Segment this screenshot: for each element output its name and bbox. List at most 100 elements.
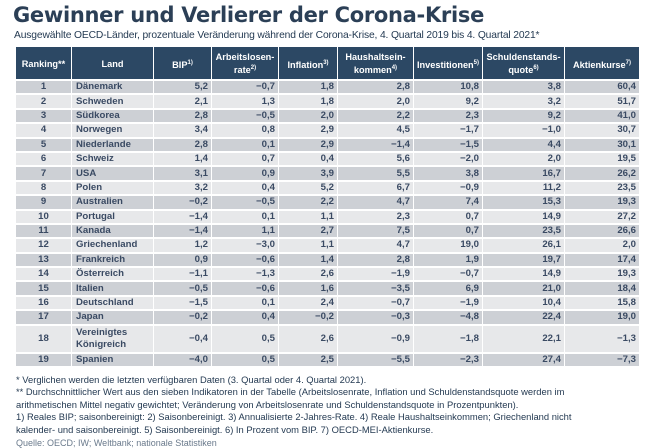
value-cell: 1,4 xyxy=(279,253,337,269)
value-cell: 5,2 xyxy=(154,81,211,96)
rank-cell: 16 xyxy=(16,296,71,312)
ranking-table: Ranking** Land BIP1) Arbeitslosen-rate2) Inf… xyxy=(15,47,640,369)
value-cell: 2,6 xyxy=(279,325,337,354)
value-cell: 2,8 xyxy=(154,109,211,125)
table-row: 12 Griechenland 1,2 −3,0 1,1 4,7 19,0 26,1 2,0 xyxy=(16,239,639,254)
value-cell: 3,2 xyxy=(483,95,564,110)
value-cell: −1,1 xyxy=(154,268,211,283)
country-cell: Norwegen xyxy=(72,124,153,139)
footnote-marker: 1) xyxy=(187,59,193,66)
value-cell: −1,9 xyxy=(414,296,482,312)
table-row: 15 Italien −0,5 −0,6 1,6 −3,5 6,9 21,0 18,4 xyxy=(16,282,639,297)
country-cell: Frankreich xyxy=(72,253,153,269)
table-row: 1 Dänemark 5,2 −0,7 1,8 2,8 10,8 3,8 60,4 xyxy=(16,81,639,96)
rank-cell: 17 xyxy=(16,311,71,326)
country-cell: Italien xyxy=(72,282,153,297)
footnote-marker: 2) xyxy=(250,65,257,71)
rank-cell: 15 xyxy=(16,282,71,297)
value-cell: 27,4 xyxy=(483,353,564,369)
value-cell: 2,2 xyxy=(279,196,337,211)
value-cell: 1,4 xyxy=(154,152,211,168)
value-cell: −1,9 xyxy=(338,268,413,283)
value-cell: 15,3 xyxy=(483,196,564,211)
value-cell: −0,4 xyxy=(154,325,211,354)
table-row: 14 Österreich −1,1 −1,3 2,6 −1,9 −0,7 14,9 19,3 xyxy=(16,268,639,283)
column-header-label: Haushaltsein-kommen xyxy=(345,52,406,75)
value-cell: −0,2 xyxy=(279,311,337,326)
table-row: 7 USA 3,1 0,9 3,9 5,5 3,8 16,7 26,2 xyxy=(16,167,639,182)
value-cell: 14,9 xyxy=(483,268,564,283)
value-cell: 22,1 xyxy=(483,325,564,354)
value-cell: 10,4 xyxy=(483,296,564,312)
value-cell: −0,5 xyxy=(154,282,211,297)
value-cell: 4,7 xyxy=(338,196,413,211)
value-cell: −5,5 xyxy=(338,353,413,369)
value-cell: 1,2 xyxy=(154,239,211,254)
value-cell: 2,2 xyxy=(338,109,413,125)
rank-cell: 12 xyxy=(16,239,71,254)
value-cell: 0,1 xyxy=(212,210,278,225)
value-cell: 3,8 xyxy=(483,81,564,96)
country-cell: Vereinigtes Königreich xyxy=(72,325,153,354)
country-cell: Deutschland xyxy=(72,296,153,312)
table-row: 3 Südkorea 2,8 −0,5 2,0 2,2 2,3 9,2 41,0 xyxy=(16,109,639,125)
page-subtitle: Ausgewählte OECD-Länder, prozentuale Ver… xyxy=(14,30,540,41)
column-header: Inflation3) xyxy=(279,47,337,81)
value-cell: 22,4 xyxy=(483,311,564,326)
value-cell: 26,6 xyxy=(565,224,639,240)
country-cell: Kanada xyxy=(72,224,153,240)
value-cell: 9,2 xyxy=(414,95,482,110)
footnote-marker: 5) xyxy=(473,59,480,66)
source-note: Quelle: OECD; IW; Weltbank; nationale St… xyxy=(16,438,217,448)
column-header: Haushaltsein-kommen4) xyxy=(338,47,413,81)
value-cell: 2,0 xyxy=(483,152,564,168)
value-cell: −0,7 xyxy=(338,296,413,312)
rank-cell: 4 xyxy=(16,124,71,139)
value-cell: 30,7 xyxy=(565,124,639,139)
value-cell: −4,0 xyxy=(154,353,211,369)
country-cell: Polen xyxy=(72,181,153,197)
value-cell: 30,1 xyxy=(565,138,639,153)
value-cell: −3,5 xyxy=(338,282,413,297)
value-cell: 23,5 xyxy=(565,181,639,197)
value-cell: 10,8 xyxy=(414,81,482,96)
value-cell: 2,8 xyxy=(338,253,413,269)
country-cell: Dänemark xyxy=(72,81,153,96)
value-cell: 19,0 xyxy=(565,311,639,326)
column-header: Land xyxy=(72,47,153,81)
value-cell: 0,7 xyxy=(414,210,482,225)
value-cell: 2,0 xyxy=(338,95,413,110)
rank-cell: 3 xyxy=(16,109,71,125)
value-cell: 1,1 xyxy=(212,224,278,240)
value-cell: 5,5 xyxy=(338,167,413,182)
value-cell: 2,9 xyxy=(279,138,337,153)
column-header-label: Investitionen xyxy=(417,59,474,70)
value-cell: 11,2 xyxy=(483,181,564,197)
footnote-line: kalender- und saisonbereinigt. 5) Saison… xyxy=(16,423,434,435)
country-cell: Niederlande xyxy=(72,138,153,153)
value-cell: −1,3 xyxy=(565,325,639,354)
column-header-label: BIP xyxy=(172,59,188,70)
value-cell: 16,7 xyxy=(483,167,564,182)
column-header: Arbeitslosen-rate2) xyxy=(212,47,278,81)
country-cell: Griechenland xyxy=(72,239,153,254)
rank-cell: 11 xyxy=(16,224,71,240)
value-cell: 19,7 xyxy=(483,253,564,269)
value-cell: 2,0 xyxy=(565,239,639,254)
value-cell: 3,2 xyxy=(154,181,211,197)
footnote-line: ** Durchschnittlicher Wert aus den siebe… xyxy=(16,386,565,398)
value-cell: 21,0 xyxy=(483,282,564,297)
table-row: 11 Kanada −1,4 1,1 2,7 7,5 0,7 23,5 26,6 xyxy=(16,224,639,240)
column-header: BIP1) xyxy=(154,47,211,81)
value-cell: 1,6 xyxy=(279,282,337,297)
value-cell: −1,4 xyxy=(154,224,211,240)
value-cell: 4,5 xyxy=(338,124,413,139)
value-cell: 19,5 xyxy=(565,152,639,168)
rank-cell: 8 xyxy=(16,181,71,197)
table-row: 10 Portugal −1,4 0,1 1,1 2,3 0,7 14,9 27,2 xyxy=(16,210,639,225)
country-cell: Japan xyxy=(72,311,153,326)
country-cell: Südkorea xyxy=(72,109,153,125)
value-cell: 1,8 xyxy=(279,95,337,110)
column-header-label: Land xyxy=(101,58,124,69)
value-cell: 2,1 xyxy=(154,95,211,110)
